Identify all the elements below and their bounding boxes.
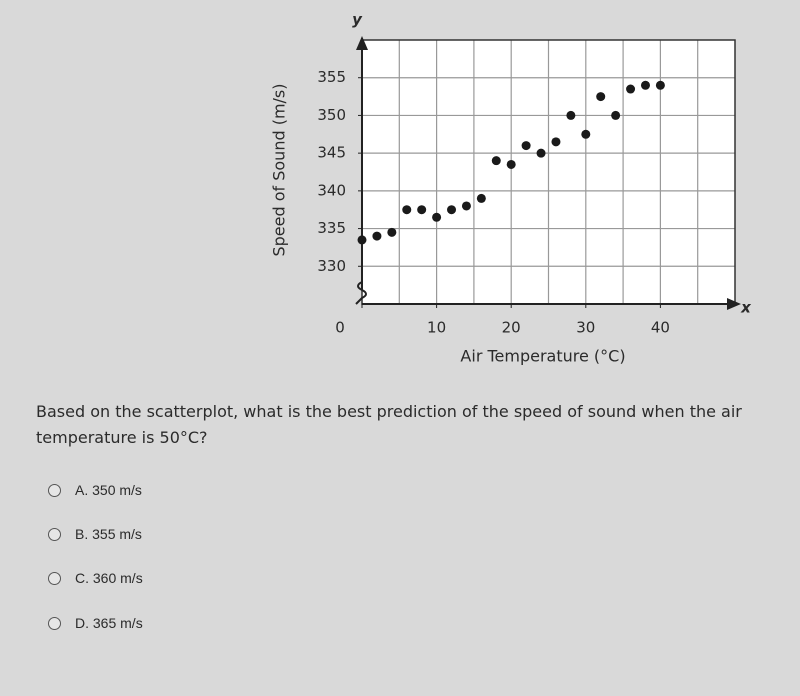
point — [402, 205, 412, 215]
point — [476, 193, 486, 203]
option-label: B. 355 m/s — [75, 526, 142, 542]
option-label: C. 360 m/s — [75, 570, 143, 586]
point — [640, 80, 650, 90]
y-tick-label: 340 — [317, 181, 346, 199]
radio[interactable] — [48, 616, 61, 630]
point — [626, 84, 636, 94]
y-axis-symbol: y — [352, 11, 363, 29]
x-tick-label: 40 — [651, 319, 670, 337]
point — [447, 205, 457, 215]
x-tick-label: 0 — [335, 319, 345, 337]
point — [611, 110, 621, 120]
point — [566, 110, 576, 120]
point — [506, 159, 516, 169]
axis-break — [355, 281, 367, 305]
point — [536, 148, 546, 158]
y-arrow — [356, 36, 368, 50]
x-tick-label: 30 — [576, 319, 595, 337]
x-axis-title: Air Temperature (°C) — [460, 347, 625, 366]
option[interactable]: D. 365 m/s — [48, 615, 143, 631]
point — [357, 235, 367, 245]
point — [461, 201, 471, 211]
option[interactable]: B. 355 m/s — [48, 526, 142, 542]
option[interactable]: A. 350 m/s — [48, 482, 142, 498]
y-tick-label: 330 — [317, 257, 346, 275]
option-label: D. 365 m/s — [75, 615, 143, 631]
point — [655, 80, 665, 90]
y-tick-label: 350 — [317, 106, 346, 124]
radio[interactable] — [48, 571, 61, 585]
radio[interactable] — [48, 527, 61, 541]
question-line: Based on the scatterplot, what is the be… — [36, 402, 742, 421]
point — [521, 141, 531, 151]
x-axis-symbol: x — [740, 299, 752, 317]
point — [387, 227, 397, 237]
y-axis-title: Speed of Sound (m/s) — [270, 83, 289, 256]
option-label: A. 350 m/s — [75, 482, 142, 498]
y-tick-label: 335 — [317, 219, 346, 237]
point — [596, 92, 606, 102]
point — [491, 156, 501, 166]
point — [432, 212, 442, 222]
x-tick-label: 10 — [427, 319, 446, 337]
point — [551, 137, 561, 147]
point — [581, 129, 591, 139]
point — [372, 231, 382, 241]
y-tick-label: 345 — [317, 144, 346, 162]
option[interactable]: C. 360 m/s — [48, 570, 143, 586]
x-arrow — [727, 298, 741, 310]
point — [417, 205, 427, 215]
question-line: temperature is 50°C? — [36, 428, 208, 447]
x-tick-label: 20 — [502, 319, 521, 337]
radio[interactable] — [48, 483, 61, 497]
y-tick-label: 355 — [317, 68, 346, 86]
chart: y x Air Temperature (°C) Speed of Sound … — [270, 11, 753, 366]
